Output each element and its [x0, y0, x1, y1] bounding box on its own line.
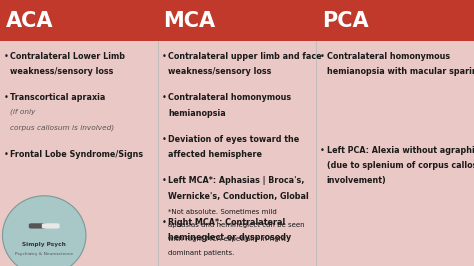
Text: •: • [162, 52, 166, 61]
Text: •: • [162, 93, 166, 102]
Bar [316, 0, 474, 41]
Text: weakness/sensory loss: weakness/sensory loss [10, 67, 114, 76]
Text: Contralateral homonymous: Contralateral homonymous [168, 93, 292, 102]
Text: Psychiatry & Neuroscience: Psychiatry & Neuroscience [15, 252, 73, 256]
Text: Contralateral Lower Limb: Contralateral Lower Limb [10, 52, 126, 61]
Text: hemineglect or dysprosody: hemineglect or dysprosody [168, 233, 292, 242]
Text: (if only: (if only [10, 109, 36, 115]
Bar [0, 0, 158, 41]
Text: Left PCA: Alexia without agraphia: Left PCA: Alexia without agraphia [327, 146, 474, 155]
Text: •: • [162, 218, 166, 227]
Text: Frontal Lobe Syndrome/Signs: Frontal Lobe Syndrome/Signs [10, 150, 144, 159]
Text: •: • [4, 52, 9, 61]
Text: MCA: MCA [164, 11, 216, 31]
Text: hemianopsia with macular sparing: hemianopsia with macular sparing [327, 67, 474, 76]
FancyBboxPatch shape [42, 223, 60, 228]
Text: Right MCA*: Contralateral: Right MCA*: Contralateral [168, 218, 285, 227]
Text: involvement): involvement) [327, 176, 386, 185]
Text: affected hemisphere: affected hemisphere [168, 150, 262, 159]
Ellipse shape [2, 196, 86, 266]
Text: hemianopsia: hemianopsia [168, 109, 226, 118]
Text: aphasias and hemineglect can be seen: aphasias and hemineglect can be seen [168, 222, 305, 228]
Text: Simply Psych: Simply Psych [22, 242, 66, 247]
Text: •: • [162, 176, 166, 185]
Text: •: • [320, 146, 325, 155]
Text: weakness/sensory loss: weakness/sensory loss [168, 67, 272, 76]
Text: Left MCA*: Aphasias | Broca's,: Left MCA*: Aphasias | Broca's, [168, 176, 305, 185]
Text: (due to splenium of corpus callosum: (due to splenium of corpus callosum [327, 161, 474, 170]
Text: Contralateral homonymous: Contralateral homonymous [327, 52, 450, 61]
Text: Wernicke's, Conduction, Global: Wernicke's, Conduction, Global [168, 192, 309, 201]
Text: ACA: ACA [6, 11, 53, 31]
Text: with Right MCA especially in right: with Right MCA especially in right [168, 236, 286, 242]
Text: Contralateral upper limb and face: Contralateral upper limb and face [168, 52, 322, 61]
Text: corpus callosum is involved): corpus callosum is involved) [10, 124, 115, 131]
Text: •: • [162, 135, 166, 144]
Text: *Not absolute. Sometimes mild: *Not absolute. Sometimes mild [168, 209, 277, 215]
Text: dominant patients.: dominant patients. [168, 250, 235, 256]
Text: PCA: PCA [322, 11, 368, 31]
Text: •: • [4, 93, 9, 102]
Text: Deviation of eyes toward the: Deviation of eyes toward the [168, 135, 300, 144]
Text: •: • [320, 52, 325, 61]
FancyBboxPatch shape [29, 223, 46, 228]
Bar [158, 0, 316, 41]
Text: •: • [4, 150, 9, 159]
Text: Transcortical apraxia: Transcortical apraxia [10, 93, 109, 102]
